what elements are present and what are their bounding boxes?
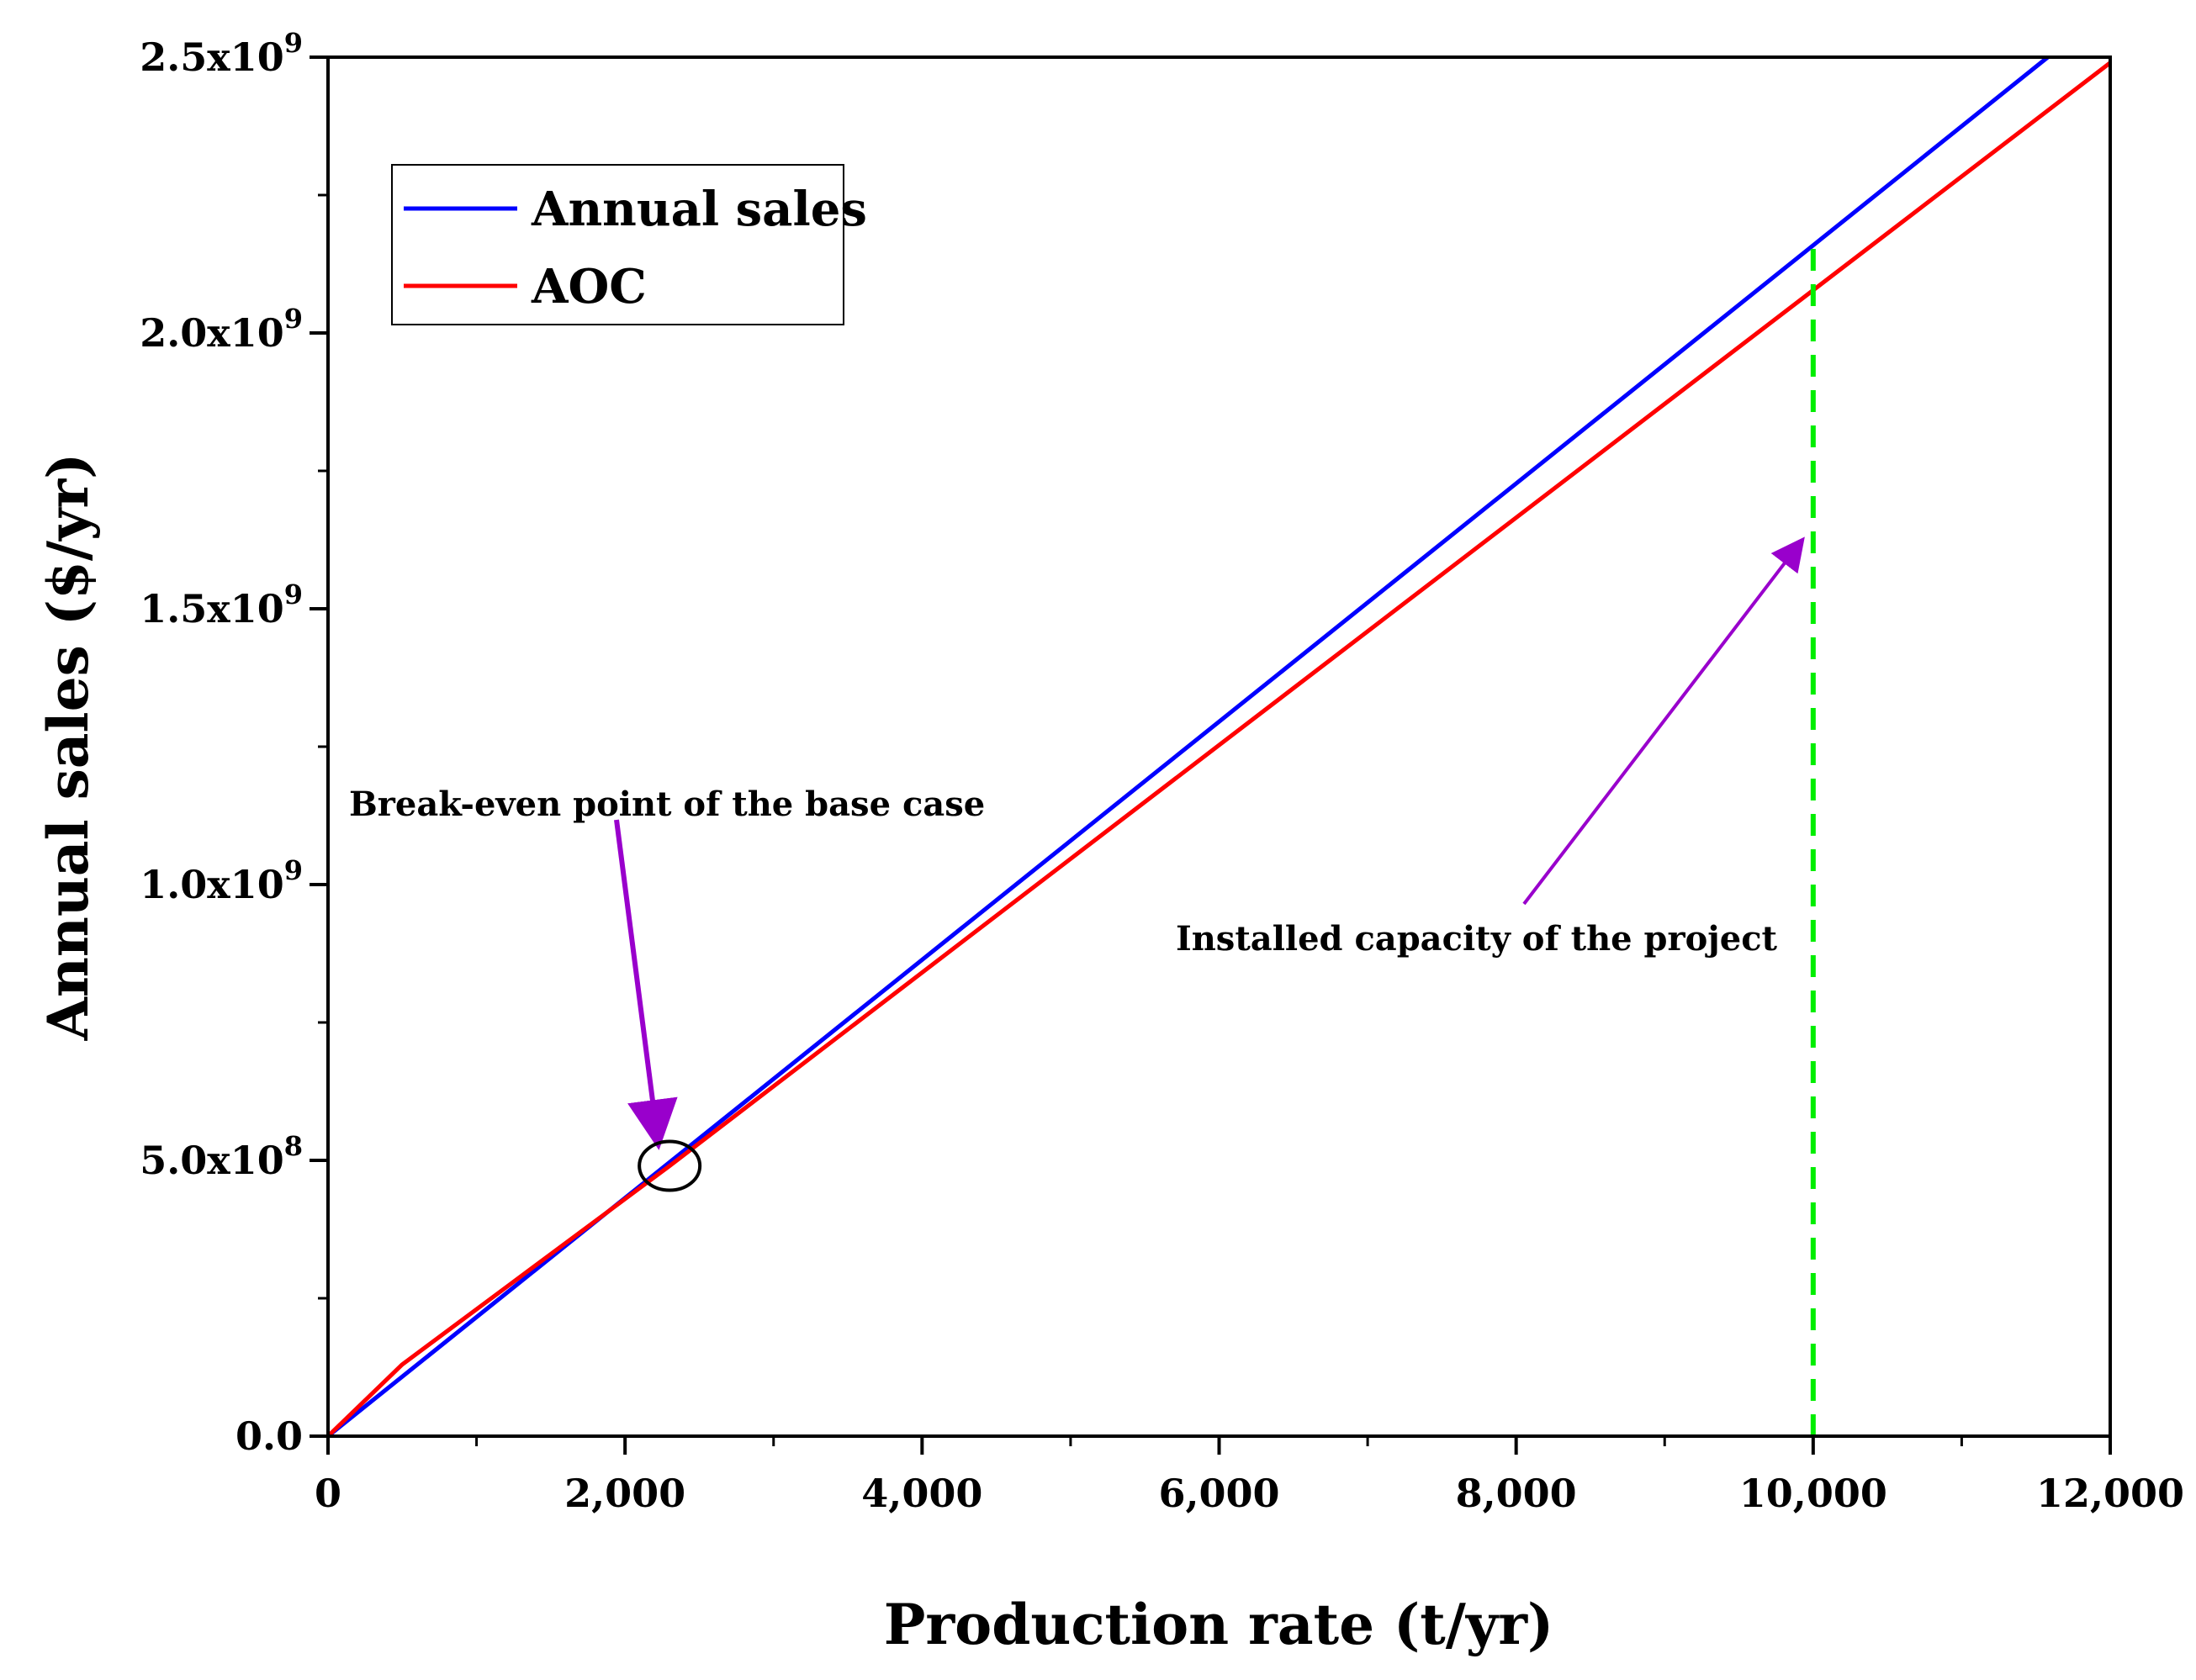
x-tick-label: 0 (315, 1471, 341, 1516)
x-tick-label: 8,000 (1456, 1471, 1577, 1516)
y-tick-label: 0.0 (235, 1413, 303, 1459)
legend-box (391, 164, 844, 325)
x-tick-label: 12,000 (2036, 1471, 2184, 1516)
break-even-arrow (614, 819, 678, 1150)
x-tick-label: 10,000 (1739, 1471, 1887, 1516)
series-layer (326, 55, 2112, 1438)
y-axis: 0.0 5.0x108 1.0x109 1.5x109 2.0x109 2.5x109 (140, 27, 328, 1459)
legend: Annual sales AOC (391, 164, 867, 325)
y-axis-title: Annual sales ($/yr) (35, 453, 101, 1042)
legend-label-aoc: AOC (531, 259, 647, 314)
y-tick-label: 1.5x109 (140, 578, 303, 631)
annotations: Break-even point of the base case Instal… (349, 536, 1805, 1192)
series-line-aoc (326, 61, 2112, 1438)
break-even-circle (638, 1139, 702, 1192)
y-tick-label: 1.0x109 (140, 854, 303, 907)
y-tick-label: 2.5x109 (140, 27, 303, 80)
legend-label-annual-sales: Annual sales (531, 182, 867, 237)
x-axis-title: Production rate (t/yr) (884, 1592, 1553, 1657)
break-even-label: Break-even point of the base case (349, 785, 985, 824)
installed-capacity-arrow (1522, 536, 1805, 906)
x-tick-label: 6,000 (1158, 1471, 1279, 1516)
x-axis: 0 2,000 4,000 6,000 8,000 10,000 12,000 (315, 1436, 2184, 1516)
x-tick-label: 4,000 (861, 1471, 982, 1516)
installed-capacity-label: Installed capacity of the project (1176, 919, 1778, 959)
y-tick-label: 2.0x109 (140, 303, 303, 356)
x-tick-label: 2,000 (564, 1471, 685, 1516)
y-tick-label: 5.0x108 (140, 1130, 303, 1183)
